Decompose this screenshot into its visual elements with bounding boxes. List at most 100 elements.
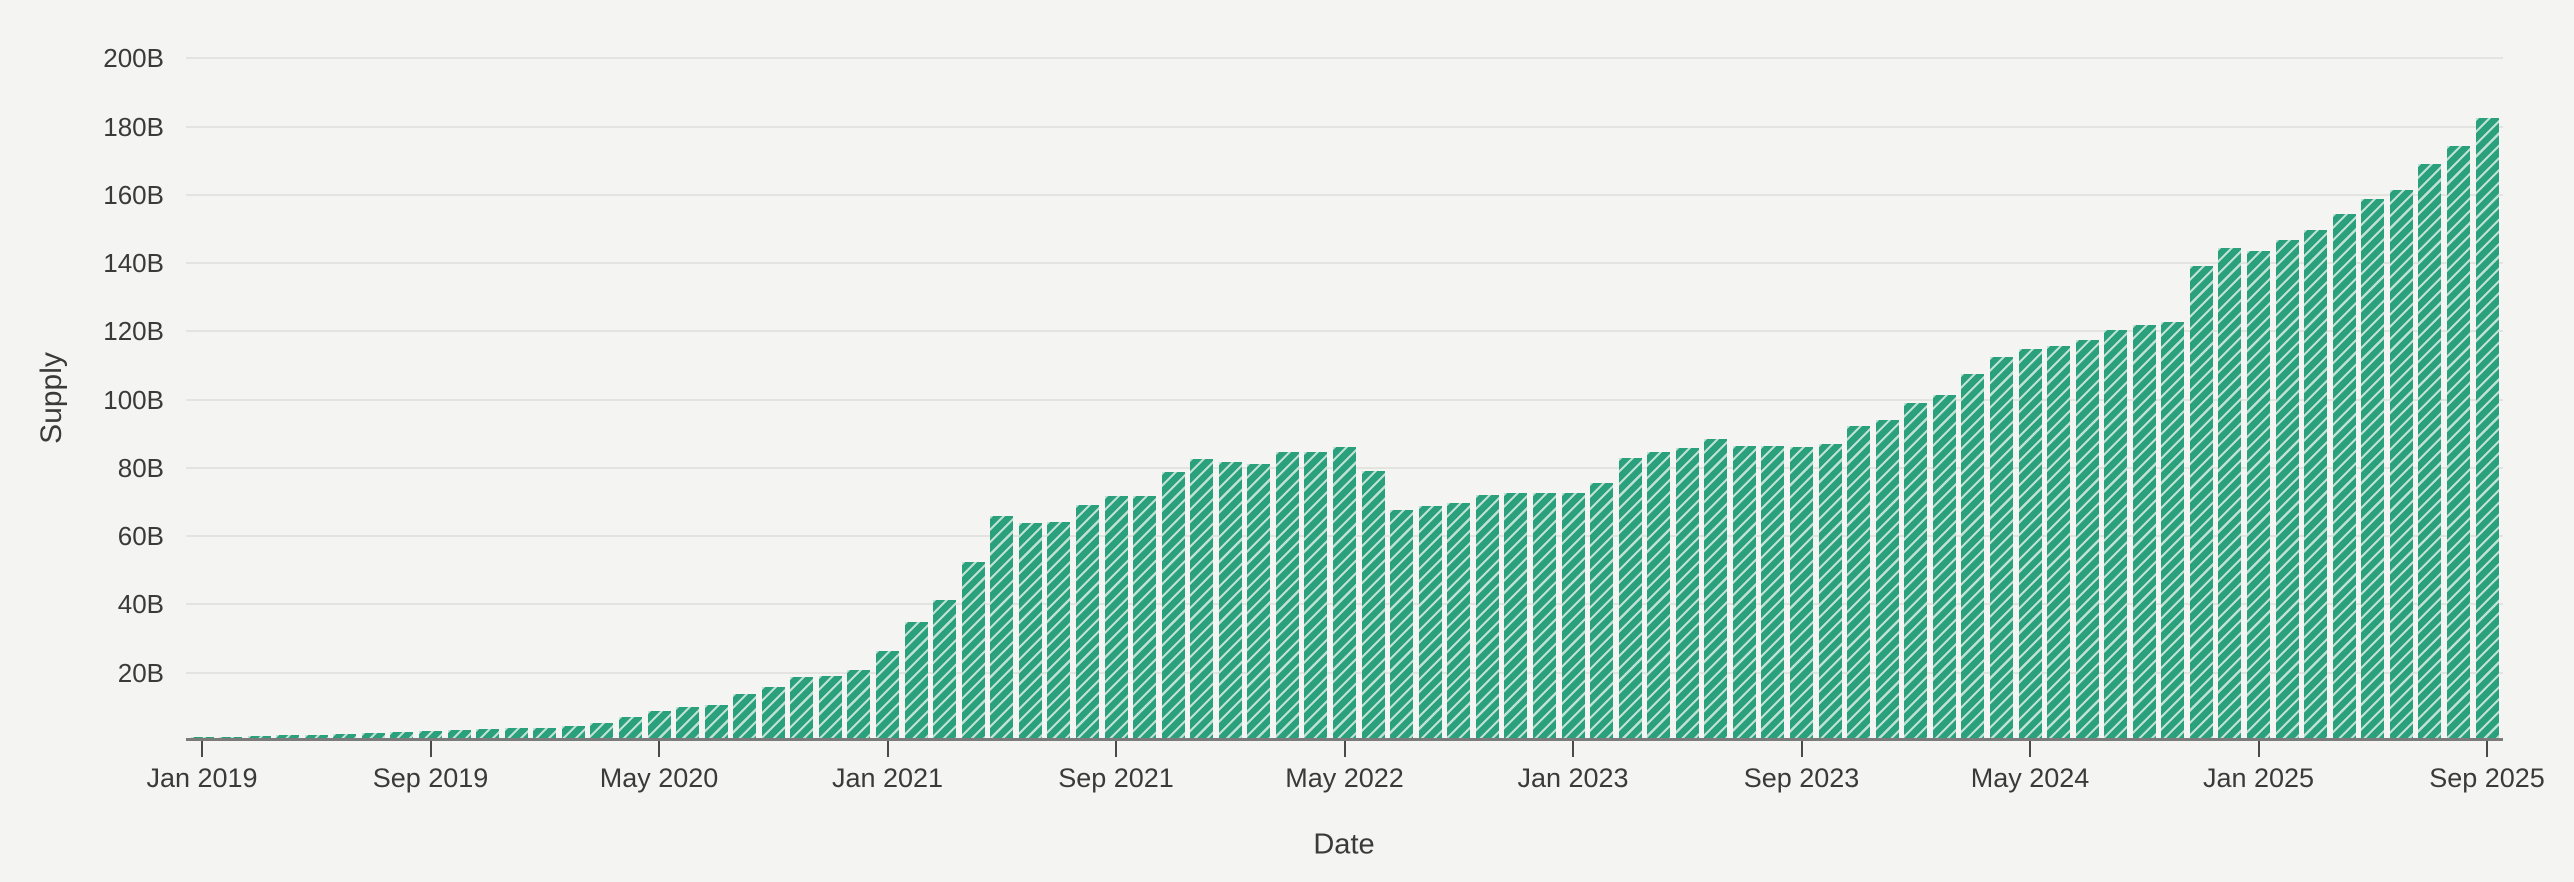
bar-dec-2021[interactable] <box>1190 459 1214 738</box>
x-tick-label: May 2024 <box>1970 763 2090 793</box>
bar-jul-2023[interactable] <box>1732 445 1756 738</box>
bar-feb-2019[interactable] <box>219 736 243 738</box>
x-tick <box>201 741 203 757</box>
bar-sep-2023[interactable] <box>1790 446 1813 738</box>
bar-oct-2020[interactable] <box>790 677 814 738</box>
bar-oct-2022[interactable] <box>1475 494 1499 738</box>
bar-jun-2022[interactable] <box>1361 471 1385 738</box>
bar-jun-2020[interactable] <box>676 707 700 738</box>
y-tick-label: 60B <box>117 521 164 552</box>
bar-nov-2022[interactable] <box>1504 492 1528 738</box>
bar-jun-2024[interactable] <box>2047 346 2071 738</box>
x-tick <box>2257 741 2260 757</box>
x-tick <box>658 741 660 757</box>
y-tick-label: 100B <box>103 384 164 415</box>
x-tick-label: Jan 2021 <box>831 763 944 793</box>
bar-oct-2019[interactable] <box>447 730 471 738</box>
bar-feb-2025[interactable] <box>2275 240 2299 738</box>
bar-jul-2024[interactable] <box>2075 340 2099 738</box>
bar-jun-2021[interactable] <box>1018 522 1042 738</box>
bar-feb-2022[interactable] <box>1247 463 1271 738</box>
bar-dec-2024[interactable] <box>2218 247 2242 738</box>
x-tick <box>1572 741 1574 757</box>
bar-sep-2025[interactable] <box>2475 117 2499 738</box>
bar-feb-2023[interactable] <box>1590 483 1614 738</box>
bar-jun-2025[interactable] <box>2389 190 2413 738</box>
x-tick <box>1800 741 1803 757</box>
bar-nov-2020[interactable] <box>818 675 842 738</box>
bar-jan-2025[interactable] <box>2247 250 2270 738</box>
bar-feb-2024[interactable] <box>1932 395 1956 738</box>
bar-jun-2023[interactable] <box>1704 439 1728 738</box>
bar-aug-2021[interactable] <box>1075 505 1099 738</box>
bar-may-2023[interactable] <box>1675 448 1699 738</box>
bar-jan-2019[interactable] <box>190 737 214 738</box>
bar-sep-2021[interactable] <box>1104 496 1128 738</box>
bar-jun-2019[interactable] <box>333 733 357 738</box>
bar-apr-2020[interactable] <box>618 716 642 738</box>
bar-mar-2023[interactable] <box>1618 458 1642 738</box>
bar-sep-2020[interactable] <box>761 687 785 738</box>
bar-aug-2025[interactable] <box>2446 145 2470 738</box>
bar-oct-2023[interactable] <box>1818 443 1842 738</box>
bar-mar-2020[interactable] <box>590 722 614 738</box>
bar-apr-2024[interactable] <box>1989 356 2013 738</box>
bar-apr-2019[interactable] <box>276 735 300 738</box>
bar-jan-2024[interactable] <box>1904 403 1928 738</box>
bar-mar-2021[interactable] <box>933 599 957 738</box>
bar-feb-2021[interactable] <box>904 621 928 738</box>
bar-sep-2024[interactable] <box>2132 325 2156 738</box>
bar-may-2024[interactable] <box>2018 348 2042 738</box>
bar-apr-2025[interactable] <box>2332 214 2356 738</box>
bar-jan-2020[interactable] <box>533 727 557 738</box>
bar-mar-2024[interactable] <box>1961 374 1985 738</box>
bar-may-2020[interactable] <box>647 710 671 738</box>
gridline <box>186 57 2503 60</box>
bar-jul-2025[interactable] <box>2418 163 2442 738</box>
bar-dec-2023[interactable] <box>1875 419 1899 738</box>
gridline <box>186 262 2503 265</box>
bar-nov-2023[interactable] <box>1847 426 1871 738</box>
bar-oct-2024[interactable] <box>2161 322 2185 738</box>
bar-apr-2023[interactable] <box>1647 452 1671 738</box>
bar-jul-2022[interactable] <box>1390 509 1414 738</box>
bar-dec-2022[interactable] <box>1532 492 1556 738</box>
bar-jan-2021[interactable] <box>876 651 899 738</box>
bar-nov-2021[interactable] <box>1161 472 1185 738</box>
bar-jul-2020[interactable] <box>704 704 728 738</box>
bar-mar-2025[interactable] <box>2304 230 2328 738</box>
bar-may-2021[interactable] <box>990 516 1014 738</box>
bar-may-2025[interactable] <box>2361 199 2385 738</box>
bar-mar-2022[interactable] <box>1275 451 1299 738</box>
bar-aug-2019[interactable] <box>390 731 414 738</box>
bar-sep-2019[interactable] <box>419 731 442 738</box>
bar-nov-2019[interactable] <box>476 729 500 738</box>
x-tick <box>2486 741 2488 757</box>
plot-area: 20B 40B 60B 80B 100B 120B 140B 160B 180B 200B Jan … <box>103 0 2545 793</box>
bar-oct-2021[interactable] <box>1133 496 1157 738</box>
bar-sep-2022[interactable] <box>1447 502 1471 738</box>
bar-apr-2022[interactable] <box>1304 451 1328 738</box>
bar-aug-2020[interactable] <box>733 694 757 738</box>
bar-mar-2019[interactable] <box>247 735 271 738</box>
bar-dec-2020[interactable] <box>847 670 871 738</box>
y-axis-title: Supply <box>35 352 68 444</box>
x-tick-label: Sep 2025 <box>2429 763 2545 793</box>
bar-nov-2024[interactable] <box>2189 266 2213 738</box>
bar-aug-2022[interactable] <box>1418 506 1442 738</box>
bar-jul-2021[interactable] <box>1047 522 1071 738</box>
bar-apr-2021[interactable] <box>961 561 985 738</box>
bar-feb-2020[interactable] <box>561 726 585 738</box>
gridline <box>186 125 2503 128</box>
bar-jan-2023[interactable] <box>1561 492 1585 738</box>
bar-may-2019[interactable] <box>304 734 328 738</box>
bar-aug-2024[interactable] <box>2104 329 2128 738</box>
bar-jan-2022[interactable] <box>1218 461 1242 738</box>
bar-dec-2019[interactable] <box>504 728 528 738</box>
bar-may-2022[interactable] <box>1333 447 1356 738</box>
bar-jul-2019[interactable] <box>361 732 385 738</box>
x-tick-label: Jan 2025 <box>2202 763 2315 793</box>
bar-aug-2023[interactable] <box>1761 445 1785 738</box>
x-tick <box>1343 741 1346 757</box>
